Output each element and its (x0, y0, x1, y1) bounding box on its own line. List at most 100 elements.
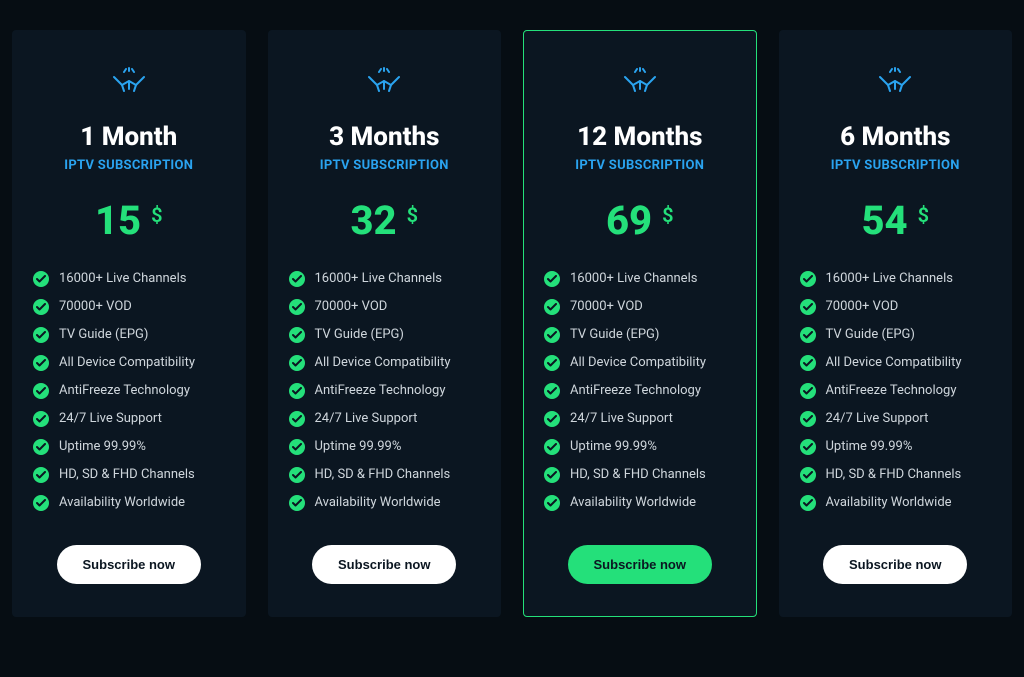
feature-text: Uptime 99.99% (570, 439, 657, 454)
handshake-icon (110, 67, 148, 101)
feature-item: Uptime 99.99% (544, 433, 736, 461)
feature-item: Availability Worldwide (289, 489, 481, 517)
handshake-icon (876, 67, 914, 101)
feature-item: TV Guide (EPG) (33, 321, 225, 349)
pricing-grid: 1 Month IPTV SUBSCRIPTION 15 $ 16000+ Li… (12, 30, 1012, 617)
price-currency: $ (918, 203, 929, 227)
feature-text: Uptime 99.99% (315, 439, 402, 454)
feature-text: TV Guide (EPG) (315, 327, 404, 342)
feature-text: 16000+ Live Channels (315, 271, 442, 286)
plan-subtitle: IPTV SUBSCRIPTION (575, 158, 704, 173)
feature-item: Uptime 99.99% (33, 433, 225, 461)
check-icon (544, 271, 560, 287)
feature-text: Uptime 99.99% (59, 439, 146, 454)
feature-item: Availability Worldwide (33, 489, 225, 517)
price-amount: 32 (350, 201, 396, 241)
feature-item: HD, SD & FHD Channels (289, 461, 481, 489)
check-icon (544, 299, 560, 315)
check-icon (544, 327, 560, 343)
plan-subtitle: IPTV SUBSCRIPTION (64, 158, 193, 173)
feature-text: 70000+ VOD (315, 299, 388, 314)
check-icon (33, 495, 49, 511)
check-icon (33, 411, 49, 427)
plan-title: 6 Months (840, 123, 950, 152)
handshake-icon (621, 67, 659, 101)
check-icon (800, 439, 816, 455)
feature-text: All Device Compatibility (570, 355, 706, 370)
feature-item: HD, SD & FHD Channels (544, 461, 736, 489)
pricing-card-1-month: 1 Month IPTV SUBSCRIPTION 15 $ 16000+ Li… (12, 30, 246, 617)
plan-subtitle: IPTV SUBSCRIPTION (831, 158, 960, 173)
price-currency: $ (151, 203, 162, 227)
price-currency: $ (662, 203, 673, 227)
check-icon (800, 327, 816, 343)
feature-text: TV Guide (EPG) (826, 327, 915, 342)
plan-title: 1 Month (80, 123, 177, 152)
check-icon (544, 383, 560, 399)
feature-text: 24/7 Live Support (826, 411, 929, 426)
price-amount: 69 (606, 201, 652, 241)
subscribe-button[interactable]: Subscribe now (823, 545, 967, 584)
check-icon (289, 495, 305, 511)
plan-price: 69 $ (606, 201, 674, 241)
feature-item: AntiFreeze Technology (544, 377, 736, 405)
feature-item: AntiFreeze Technology (289, 377, 481, 405)
feature-text: TV Guide (EPG) (59, 327, 148, 342)
check-icon (800, 411, 816, 427)
check-icon (800, 467, 816, 483)
subscribe-button[interactable]: Subscribe now (312, 545, 456, 584)
handshake-icon (365, 67, 403, 101)
feature-item: 16000+ Live Channels (800, 265, 992, 293)
feature-text: AntiFreeze Technology (570, 383, 701, 398)
plan-price: 15 $ (95, 201, 163, 241)
feature-text: AntiFreeze Technology (826, 383, 957, 398)
check-icon (800, 271, 816, 287)
feature-text: 24/7 Live Support (315, 411, 418, 426)
plan-price: 54 $ (861, 201, 929, 241)
feature-text: 70000+ VOD (826, 299, 899, 314)
feature-item: All Device Compatibility (544, 349, 736, 377)
feature-text: 70000+ VOD (570, 299, 643, 314)
feature-item: 16000+ Live Channels (544, 265, 736, 293)
feature-item: 70000+ VOD (800, 293, 992, 321)
check-icon (289, 327, 305, 343)
feature-text: 16000+ Live Channels (570, 271, 697, 286)
feature-item: HD, SD & FHD Channels (800, 461, 992, 489)
feature-text: All Device Compatibility (315, 355, 451, 370)
feature-item: 24/7 Live Support (33, 405, 225, 433)
check-icon (33, 383, 49, 399)
feature-item: 24/7 Live Support (289, 405, 481, 433)
feature-text: AntiFreeze Technology (59, 383, 190, 398)
check-icon (544, 411, 560, 427)
feature-text: TV Guide (EPG) (570, 327, 659, 342)
feature-list: 16000+ Live Channels 70000+ VOD TV Guide… (800, 265, 992, 517)
check-icon (544, 439, 560, 455)
price-amount: 54 (861, 201, 907, 241)
feature-text: Availability Worldwide (826, 495, 952, 510)
subscribe-button[interactable]: Subscribe now (57, 545, 201, 584)
feature-item: 70000+ VOD (289, 293, 481, 321)
check-icon (289, 439, 305, 455)
feature-item: AntiFreeze Technology (33, 377, 225, 405)
feature-text: 70000+ VOD (59, 299, 132, 314)
check-icon (289, 467, 305, 483)
check-icon (33, 327, 49, 343)
feature-text: All Device Compatibility (59, 355, 195, 370)
feature-item: TV Guide (EPG) (800, 321, 992, 349)
feature-text: HD, SD & FHD Channels (315, 467, 451, 482)
check-icon (800, 355, 816, 371)
feature-item: All Device Compatibility (33, 349, 225, 377)
feature-item: AntiFreeze Technology (800, 377, 992, 405)
feature-item: Uptime 99.99% (289, 433, 481, 461)
check-icon (33, 271, 49, 287)
feature-list: 16000+ Live Channels 70000+ VOD TV Guide… (544, 265, 736, 517)
check-icon (800, 383, 816, 399)
check-icon (544, 355, 560, 371)
check-icon (544, 467, 560, 483)
feature-item: 16000+ Live Channels (33, 265, 225, 293)
feature-text: Availability Worldwide (570, 495, 696, 510)
feature-text: HD, SD & FHD Channels (59, 467, 195, 482)
feature-item: All Device Compatibility (800, 349, 992, 377)
check-icon (800, 299, 816, 315)
subscribe-button[interactable]: Subscribe now (568, 545, 712, 584)
